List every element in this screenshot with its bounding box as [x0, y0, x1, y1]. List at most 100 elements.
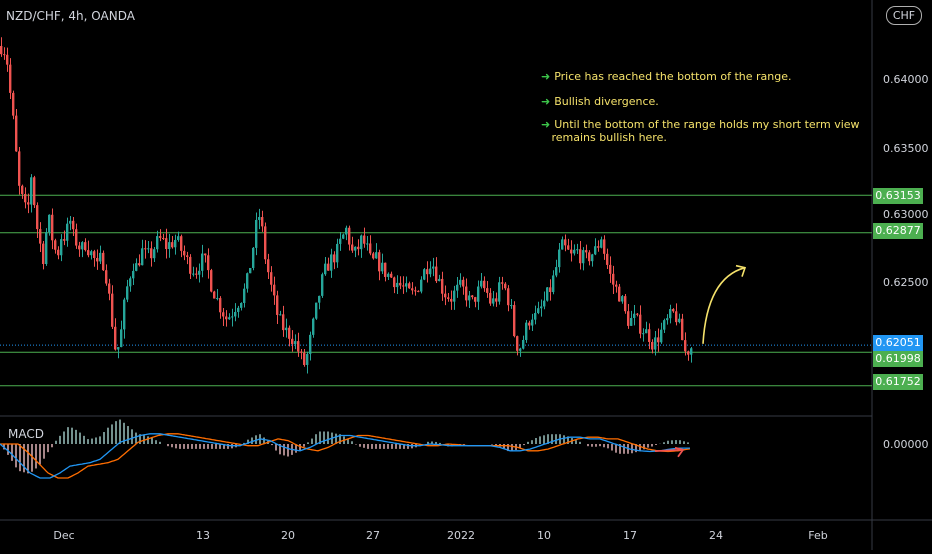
candle-up — [468, 295, 471, 301]
x-tick: 2022 — [447, 529, 475, 542]
candle-up — [555, 267, 558, 276]
candle-down — [21, 185, 24, 194]
candle-up — [174, 239, 177, 248]
candle-down — [51, 214, 54, 241]
candle-up — [66, 223, 69, 241]
x-tick: 20 — [281, 529, 295, 542]
candle-up — [600, 239, 603, 248]
candle-down — [276, 295, 279, 315]
candle-up — [258, 217, 261, 220]
candle-up — [141, 248, 144, 266]
currency-button[interactable]: CHF — [886, 6, 922, 25]
y-tick: 0.64000 — [883, 73, 929, 86]
x-tick: 24 — [709, 529, 723, 542]
candle-up — [561, 239, 564, 250]
candle-down — [165, 238, 168, 249]
candle-down — [222, 312, 225, 317]
note-3-text: Until the bottom of the range holds my s… — [551, 118, 860, 144]
candle-down — [585, 250, 588, 253]
candle-up — [234, 311, 237, 317]
candle-down — [93, 251, 96, 259]
candle-up — [117, 347, 120, 350]
macd-label: MACD — [8, 427, 44, 441]
candle-up — [678, 318, 681, 323]
candle-down — [369, 243, 372, 254]
candle-up — [228, 317, 231, 320]
candle-up — [342, 234, 345, 239]
candle-up — [339, 238, 342, 244]
candle-up — [498, 282, 501, 302]
candle-down — [390, 273, 393, 278]
candle-up — [552, 275, 555, 293]
candle-down — [42, 243, 45, 265]
candle-down — [288, 327, 291, 339]
candle-down — [516, 336, 519, 351]
candle-up — [336, 243, 339, 263]
candle-down — [411, 288, 414, 291]
candle-up — [315, 302, 318, 319]
candle-up — [243, 288, 246, 303]
candle-up — [231, 316, 234, 318]
macd-zero-tick: 0.00000 — [883, 438, 929, 451]
candle-down — [78, 245, 81, 250]
candle-down — [513, 305, 516, 337]
candle-up — [510, 305, 513, 307]
candle-up — [312, 318, 315, 335]
candle-down — [270, 272, 273, 285]
candle-down — [435, 266, 438, 282]
candle-down — [159, 236, 162, 238]
candle-down — [567, 245, 570, 250]
candle-up — [381, 262, 384, 272]
candle-up — [480, 280, 483, 287]
candle-up — [69, 220, 72, 224]
candle-down — [36, 205, 39, 230]
candle-up — [354, 246, 357, 251]
x-tick: 10 — [537, 529, 551, 542]
candle-down — [603, 239, 606, 254]
candle-down — [504, 283, 507, 289]
candle-up — [321, 274, 324, 296]
note-1: ➜ Price has reached the bottom of the ran… — [541, 70, 792, 83]
candle-down — [495, 298, 498, 302]
candle-up — [558, 249, 561, 268]
candle-down — [186, 255, 189, 257]
candle-down — [225, 316, 228, 320]
candle-down — [15, 115, 18, 152]
note-2-text: Bullish divergence. — [554, 95, 659, 108]
candle-down — [588, 252, 591, 262]
candle-up — [168, 242, 171, 249]
candle-down — [447, 297, 450, 299]
candle-up — [669, 309, 672, 319]
candle-down — [672, 309, 675, 312]
candle-up — [99, 252, 102, 262]
candle-down — [597, 246, 600, 248]
candle-down — [111, 293, 114, 327]
candle-down — [384, 262, 387, 277]
candle-down — [501, 282, 504, 284]
candle-up — [309, 334, 312, 354]
candle-up — [45, 232, 48, 265]
level-tag: 0.62877 — [873, 223, 923, 239]
divergence-arrowhead — [674, 446, 685, 458]
candle-down — [639, 314, 642, 334]
candle-down — [624, 296, 627, 312]
candle-up — [660, 329, 663, 343]
bullish-outlook-arrow — [702, 266, 746, 344]
candle-down — [219, 298, 222, 313]
candle-down — [297, 341, 300, 352]
candle-down — [609, 264, 612, 274]
candle-down — [615, 284, 618, 287]
candle-up — [294, 341, 297, 345]
candle-down — [138, 263, 141, 266]
candle-up — [279, 314, 282, 316]
candle-down — [0, 46, 3, 55]
candle-up — [330, 254, 333, 271]
candle-down — [12, 92, 15, 116]
candle-down — [57, 249, 60, 256]
candle-down — [300, 351, 303, 353]
candle-up — [522, 339, 525, 349]
candle-up — [621, 296, 624, 302]
note-1-text: Price has reached the bottom of the rang… — [554, 70, 792, 83]
candle-down — [606, 253, 609, 265]
